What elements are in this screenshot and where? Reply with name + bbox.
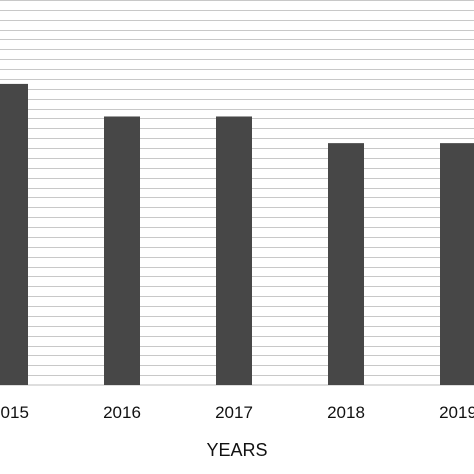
- bar-2018: [328, 143, 364, 385]
- x-tick-2016: 2016: [103, 403, 141, 422]
- bar-2017: [216, 116, 252, 385]
- x-tick-labels: 2015 2016 2017 2018 2019: [0, 403, 474, 422]
- x-tick-2017: 2017: [215, 403, 253, 422]
- x-tick-2015: 2015: [0, 403, 29, 422]
- bar-2016: [104, 116, 140, 385]
- bars: [0, 83, 474, 386]
- x-tick-2019: 2019: [439, 403, 474, 422]
- x-tick-2018: 2018: [327, 403, 365, 422]
- bar-2015: [0, 83, 28, 386]
- x-axis-title: YEARS: [206, 440, 267, 460]
- bar-2019: [440, 143, 474, 385]
